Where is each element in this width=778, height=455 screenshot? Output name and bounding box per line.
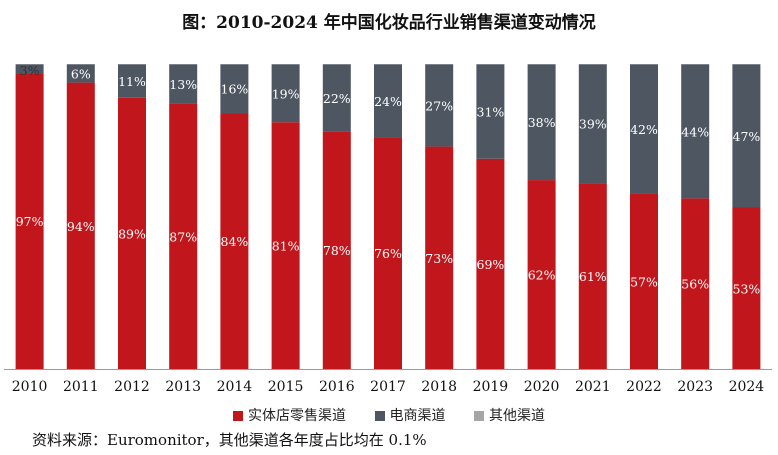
- data-label-retail-2023: 56%: [681, 277, 709, 292]
- data-label-ecommerce-2020: 38%: [528, 115, 556, 130]
- legend-swatch-ecommerce: [374, 411, 385, 421]
- data-label-retail-2013: 87%: [169, 229, 197, 244]
- data-label-retail-2019: 69%: [477, 257, 505, 272]
- data-label-ecommerce-2013: 13%: [169, 77, 197, 92]
- bar-ecommerce-2018: [425, 64, 454, 147]
- data-label-retail-2020: 62%: [528, 268, 556, 283]
- bar-retail-2014: [220, 113, 249, 370]
- data-label-ecommerce-2023: 44%: [681, 124, 709, 139]
- bar-ecommerce-2024: [732, 64, 761, 208]
- data-label-ecommerce-2015: 19%: [272, 86, 300, 101]
- bar-retail-2022: [630, 193, 658, 369]
- x-tick-label-2015: 2015: [268, 379, 304, 395]
- bar-retail-2020: [527, 180, 556, 369]
- x-tick-label-2021: 2021: [575, 379, 611, 395]
- stacked-bar-chart: 97% 3% 2010 94% 6% 2011 89% 11% 2012 87% 13% 2013 84…: [4, 63, 772, 395]
- data-label-retail-2024: 53%: [733, 281, 761, 296]
- bar-retail-2024: [732, 207, 761, 369]
- x-tick-label-2014: 2014: [217, 379, 253, 395]
- data-label-retail-2022: 57%: [630, 274, 658, 289]
- legend: 实体店零售渠道 电商渠道 其他渠道: [0, 405, 778, 425]
- data-label-ecommerce-2018: 27%: [425, 98, 453, 113]
- x-tick-label-2018: 2018: [421, 379, 457, 395]
- bar-ecommerce-2011: [66, 64, 95, 83]
- legend-item-retail: 实体店零售渠道: [233, 405, 346, 425]
- bar-retail-2016: [322, 131, 351, 369]
- data-label-ecommerce-2011: 6%: [71, 66, 91, 81]
- x-tick-label-2010: 2010: [12, 379, 48, 395]
- data-label-retail-2018: 73%: [425, 251, 453, 266]
- legend-swatch-retail: [233, 411, 244, 421]
- bar-retail-2019: [476, 158, 505, 369]
- x-tick-label-2017: 2017: [370, 379, 406, 395]
- bar-ecommerce-2017: [374, 64, 402, 138]
- bar-retail-2011: [66, 82, 95, 369]
- bar-ecommerce-2013: [169, 64, 198, 104]
- x-tick-label-2023: 2023: [677, 379, 713, 395]
- data-label-ecommerce-2019: 31%: [477, 105, 505, 120]
- legend-item-other: 其他渠道: [473, 405, 545, 425]
- legend-label-retail: 实体店零售渠道: [248, 408, 347, 424]
- data-label-retail-2010: 97%: [16, 214, 44, 229]
- x-tick-label-2022: 2022: [626, 379, 662, 395]
- bar-retail-2015: [271, 122, 300, 369]
- bar-retail-2017: [374, 137, 402, 369]
- bar-ecommerce-2016: [322, 64, 351, 132]
- data-label-ecommerce-2016: 22%: [323, 91, 351, 106]
- x-tick-label-2024: 2024: [729, 379, 765, 395]
- x-tick-label-2016: 2016: [319, 379, 355, 395]
- chart-title: 图：2010-2024 年中国化妆品行业销售渠道变动情况: [182, 13, 596, 33]
- data-label-ecommerce-2014: 16%: [221, 82, 249, 97]
- legend-label-ecommerce: 电商渠道: [389, 408, 446, 424]
- data-label-ecommerce-2012: 11%: [118, 74, 146, 89]
- bar-ecommerce-2015: [271, 64, 300, 123]
- data-label-retail-2011: 94%: [67, 219, 95, 234]
- bar-retail-2012: [118, 97, 146, 370]
- data-label-ecommerce-2010: 3%: [20, 63, 40, 78]
- source-note: 资料来源：Euromonitor，其他渠道各年度占比均在 0.1%: [32, 431, 427, 449]
- bar-retail-2018: [425, 146, 454, 369]
- data-label-ecommerce-2021: 39%: [579, 117, 607, 132]
- data-label-retail-2017: 76%: [374, 246, 402, 261]
- data-label-retail-2015: 81%: [272, 239, 300, 254]
- x-tick-label-2019: 2019: [473, 379, 509, 395]
- bar-ecommerce-2022: [630, 64, 658, 194]
- bar-ecommerce-2014: [220, 64, 249, 114]
- data-label-retail-2012: 89%: [118, 226, 146, 241]
- bar-ecommerce-2019: [476, 64, 505, 159]
- legend-swatch-other: [473, 411, 484, 421]
- bar-ecommerce-2021: [578, 64, 607, 184]
- x-tick-label-2011: 2011: [63, 379, 99, 395]
- legend-label-other: 其他渠道: [488, 408, 545, 424]
- bar-retail-2010: [15, 73, 44, 369]
- data-label-ecommerce-2024: 47%: [733, 129, 761, 144]
- bar-retail-2021: [578, 183, 607, 369]
- legend-item-ecommerce: 电商渠道: [374, 405, 446, 425]
- bar-ecommerce-2010: [15, 64, 44, 74]
- data-label-ecommerce-2022: 42%: [630, 122, 658, 137]
- bar-ecommerce-2020: [527, 64, 556, 181]
- x-tick-label-2013: 2013: [165, 379, 201, 395]
- bar-retail-2013: [169, 103, 198, 369]
- x-tick-label-2020: 2020: [524, 379, 560, 395]
- data-label-ecommerce-2017: 24%: [374, 94, 402, 109]
- data-label-retail-2016: 78%: [323, 243, 351, 258]
- x-tick-label-2012: 2012: [114, 379, 150, 395]
- data-label-retail-2021: 61%: [579, 269, 607, 284]
- bar-ecommerce-2012: [118, 64, 146, 98]
- bar-retail-2023: [681, 198, 710, 369]
- data-label-retail-2014: 84%: [221, 234, 249, 249]
- bar-ecommerce-2023: [681, 64, 710, 199]
